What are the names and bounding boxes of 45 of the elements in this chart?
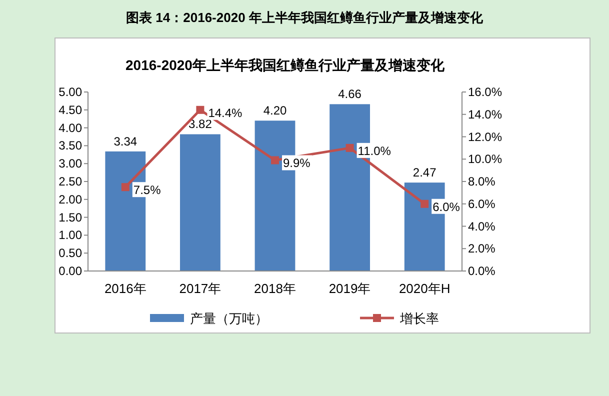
chart-title: 图表 14：2016-2020 年上半年我国红鳟鱼行业产量及增速变化 <box>126 10 484 25</box>
y-tick-label: 2.00 <box>58 192 82 206</box>
data-label: 3.82 <box>188 117 212 132</box>
bar <box>180 134 220 271</box>
y-tick-label: 1.50 <box>58 210 82 224</box>
point <box>346 144 354 152</box>
y2-tick-label: 10.0% <box>468 152 502 166</box>
data-label: 4.20 <box>263 104 287 118</box>
point <box>121 183 130 192</box>
x-tick-label: 2017年 <box>179 281 222 296</box>
y2-tick-label: 2.0% <box>468 242 496 256</box>
y2-tick-label: 6.0% <box>468 196 496 211</box>
y-tick-label: 1.00 <box>58 228 82 242</box>
data-label: 9.9% <box>283 156 311 170</box>
y2-tick-label: 0.0% <box>468 264 496 278</box>
x-tick-label: 2019年 <box>328 281 371 296</box>
chart-subtitle: 2016-2020年上半年我国红鳟鱼行业产量及增速变化 <box>126 57 446 73</box>
point <box>271 156 279 164</box>
point <box>420 200 429 208</box>
data-label: 4.66 <box>338 87 362 102</box>
y2-tick-label: 12.0% <box>468 130 502 144</box>
legend-label: 产量（万吨） <box>190 311 268 326</box>
data-label: 7.5% <box>133 183 162 198</box>
y-tick-label: 2.50 <box>58 174 82 188</box>
y2-tick-label: 16.0% <box>468 85 502 99</box>
data-label: 11.0% <box>358 144 392 158</box>
y2-tick-label: 14.0% <box>468 107 502 122</box>
x-tick-label: 2020年H <box>398 281 450 296</box>
data-label: 14.4% <box>208 106 243 120</box>
x-tick-label: 2018年 <box>254 281 296 296</box>
point <box>196 106 204 114</box>
y2-tick-label: 8.0% <box>468 174 496 188</box>
y-tick-label: 0.50 <box>58 246 82 260</box>
data-label: 3.34 <box>114 134 138 148</box>
y2-tick-label: 4.0% <box>468 219 496 234</box>
data-label: 2.47 <box>412 166 437 180</box>
x-tick-label: 2016年 <box>104 281 146 296</box>
y-tick-label: 4.50 <box>58 102 82 117</box>
y-tick-label: 4.00 <box>58 120 82 135</box>
y-tick-label: 5.00 <box>58 85 82 99</box>
data-label: 6.0% <box>432 200 460 214</box>
y-tick-label: 3.00 <box>58 156 82 171</box>
y-tick-label: 0.00 <box>58 264 82 278</box>
y-tick-label: 3.50 <box>58 138 82 153</box>
legend-label: 增长率 <box>399 311 439 326</box>
